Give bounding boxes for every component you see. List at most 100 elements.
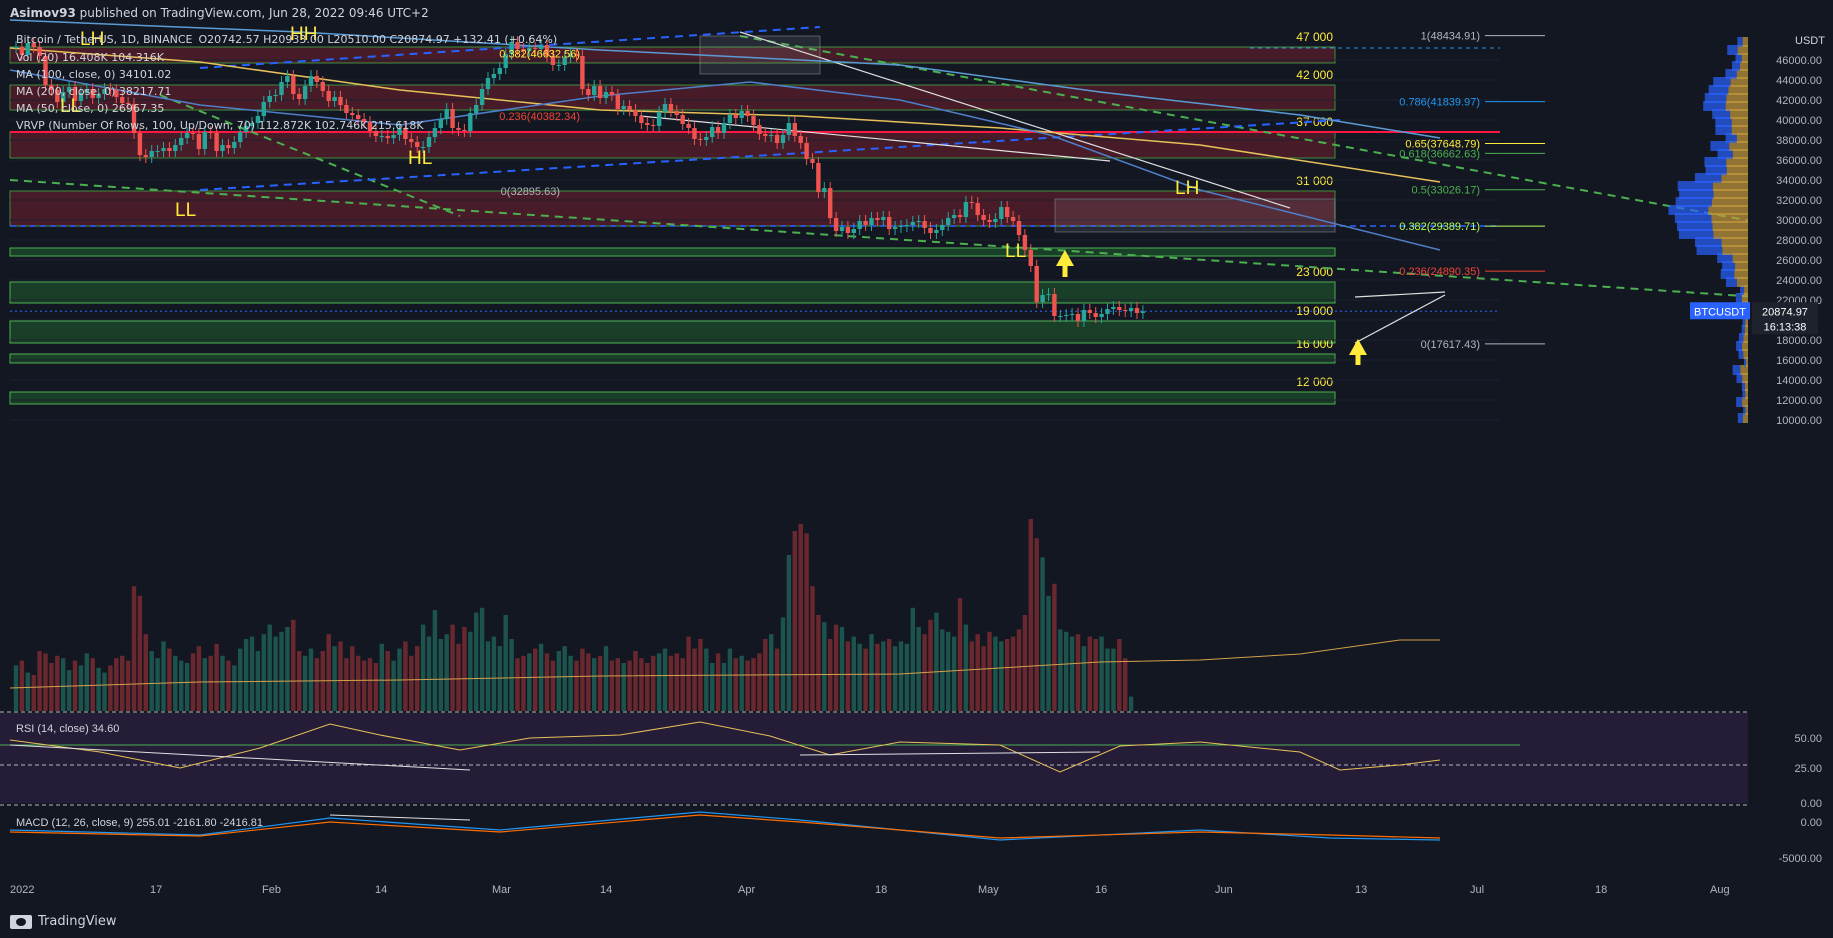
volume-bar-170 (1017, 629, 1021, 711)
price-tick-3: 40000.00 (1776, 115, 1822, 127)
volume-bar-16 (108, 665, 112, 711)
price-tick-6: 34000.00 (1776, 175, 1822, 187)
time-tick-2: Feb (262, 884, 281, 896)
candle-187 (1117, 307, 1121, 310)
candle-130 (781, 135, 785, 143)
candle-31 (197, 134, 201, 149)
candle-106 (639, 116, 643, 123)
candle-34 (214, 133, 218, 151)
candle-82 (498, 68, 502, 74)
volume-bar-169 (1011, 637, 1015, 711)
candle-127 (763, 134, 767, 136)
candle-165 (987, 220, 991, 222)
volume-bar-160 (958, 598, 962, 711)
candle-147 (881, 217, 885, 220)
volume-bar-71 (433, 610, 437, 711)
candle-182 (1088, 310, 1092, 313)
candle-175 (1046, 294, 1050, 295)
legend-vol[interactable]: Vol (20) 16.408K 104.316K (16, 51, 170, 64)
time-axis[interactable]: 2022 17 Feb 14 Mar 14 Apr 18 May 16 Jun 13 Jul 18 Aug (10, 884, 1730, 896)
volume-bar-122 (734, 658, 738, 711)
candle-70 (427, 137, 431, 147)
candle-26 (167, 148, 171, 151)
volume-bar-135 (810, 586, 814, 711)
rsi-label: RSI (14, close) 34.60 (16, 723, 119, 735)
candle-75 (456, 128, 460, 130)
price-tick-13: 18000.00 (1776, 335, 1822, 347)
volume-bar-70 (427, 637, 431, 711)
candle-159 (952, 215, 956, 218)
ohlc-values: O20742.57 H20933.00 L20510.00 C20874.97 … (199, 33, 558, 46)
candle-177 (1058, 316, 1062, 317)
volume-bar-38 (238, 649, 242, 711)
volume-bar-2 (26, 673, 30, 711)
white-wedge-high (1355, 292, 1445, 297)
candle-181 (1082, 310, 1086, 321)
legend-vrvp[interactable]: VRVP (Number Of Rows, 100, Up/Down, 70) … (16, 119, 430, 132)
zone-7 (10, 354, 1335, 363)
volume-bar-125 (751, 658, 755, 711)
candle-121 (728, 115, 732, 123)
legend-ma100[interactable]: MA (100, close, 0) 34101.02 (16, 68, 177, 81)
price-tick-9: 28000.00 (1776, 235, 1822, 247)
zone-label-8: 12 000 (1296, 375, 1333, 389)
volume-bar-97 (586, 653, 590, 711)
candle-131 (787, 123, 791, 135)
volume-bar-58 (356, 656, 360, 711)
legend-ma200[interactable]: MA (200, close, 0) 38217.71 (16, 85, 177, 98)
volume-bar-176 (1052, 584, 1056, 711)
volume-bar-53 (327, 634, 331, 711)
legend-ma50[interactable]: MA (50, close, 0) 26967.35 (16, 102, 170, 115)
volume-bar-28 (179, 661, 183, 711)
volume-bar-145 (869, 634, 873, 711)
fib-label-6: 0.236(24890.35) (1399, 266, 1480, 278)
volume-bar-42 (262, 634, 266, 711)
candle-161 (964, 202, 968, 217)
volume-bar-117 (704, 649, 708, 711)
candle-111 (669, 104, 673, 111)
author-name[interactable]: Asimov93 (10, 6, 76, 20)
volume-bar-134 (804, 533, 808, 711)
candle-125 (751, 116, 755, 125)
volume-bar-73 (445, 634, 449, 711)
volume-bar-76 (462, 627, 466, 711)
macd-label: MACD (12, 26, close, 9) 255.01 -2161.80 … (16, 817, 263, 829)
volume-bar-81 (492, 637, 496, 711)
volume-bar-21 (138, 596, 142, 711)
price-tick-17: 10000.00 (1776, 415, 1822, 427)
candle-148 (887, 217, 891, 229)
ma200-label: MA (200, close, 0) 38217.71 (16, 85, 171, 98)
candle-77 (468, 113, 472, 131)
candle-134 (804, 143, 808, 159)
candle-24 (155, 151, 159, 152)
candle-156 (934, 230, 938, 233)
volume-bar-148 (887, 639, 891, 711)
volume-bar-83 (504, 615, 508, 711)
candle-176 (1052, 294, 1056, 316)
volume-bar-110 (663, 649, 667, 711)
annotation-6: LL (1005, 241, 1026, 262)
volume-bar-129 (775, 649, 779, 711)
price-tick-7: 32000.00 (1776, 195, 1822, 207)
volume-bar-55 (338, 641, 342, 711)
price-tick-4: 38000.00 (1776, 135, 1822, 147)
candle-32 (203, 132, 207, 149)
publish-header: Asimov93 published on TradingView.com, J… (0, 0, 1833, 26)
candle-129 (775, 135, 779, 143)
volume-bar-54 (332, 646, 336, 711)
volume-bar-163 (976, 634, 980, 711)
volume-bar-43 (268, 625, 272, 711)
volume-bar-114 (686, 637, 690, 711)
legend-symbol[interactable]: Bitcoin / TetherUS, 1D, BINANCE O20742.57… (16, 33, 563, 46)
candle-99 (598, 86, 602, 98)
vrvp-up-47 (1737, 37, 1742, 47)
candle-143 (858, 221, 862, 229)
ma50-label: MA (50, close, 0) 26967.35 (16, 102, 164, 115)
volume-bar-84 (509, 639, 513, 711)
volume-bar-4 (37, 651, 41, 711)
tradingview-logo[interactable]: TradingView (10, 914, 117, 929)
candle-72 (439, 119, 443, 128)
volume-bar-188 (1123, 658, 1127, 711)
zone-label-3: 31 000 (1296, 174, 1333, 188)
